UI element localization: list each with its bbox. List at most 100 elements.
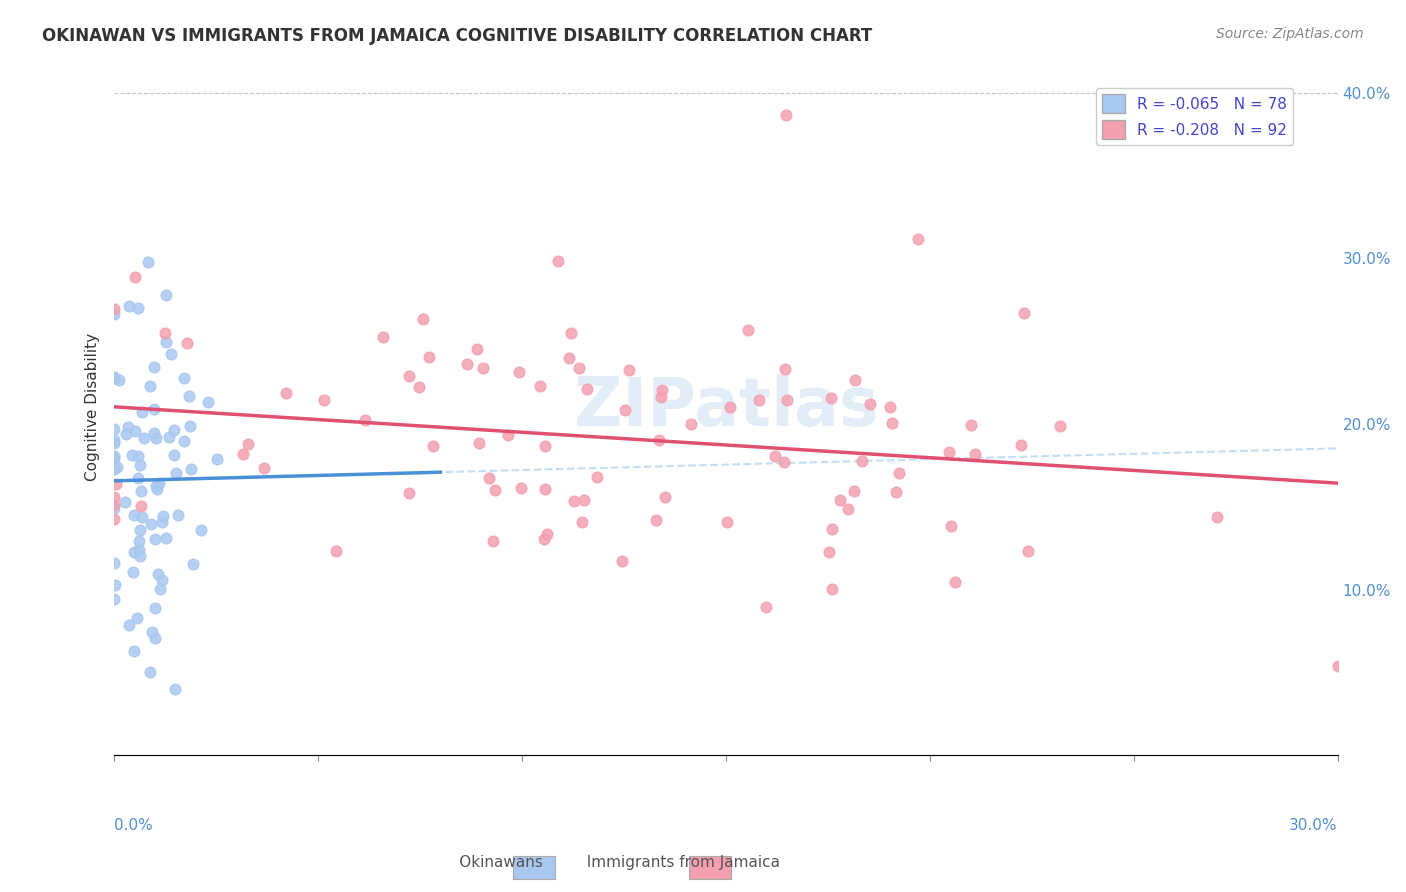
Immigrants from Jamaica xyxy=(718,401,741,415)
Immigrants from Jamaica xyxy=(482,534,505,549)
Immigrants from Jamaica xyxy=(508,365,530,379)
Immigrants from Jamaica xyxy=(533,533,555,547)
Immigrants from Jamaica xyxy=(529,379,551,393)
Okinawans xyxy=(103,556,125,570)
Okinawans xyxy=(121,565,143,579)
Okinawans xyxy=(103,451,125,466)
Okinawans xyxy=(138,665,160,679)
Immigrants from Jamaica xyxy=(558,351,581,365)
Okinawans xyxy=(143,402,166,417)
Okinawans xyxy=(177,388,200,402)
Immigrants from Jamaica xyxy=(939,518,962,533)
Immigrants from Jamaica xyxy=(585,470,607,484)
Okinawans xyxy=(166,508,188,522)
Immigrants from Jamaica xyxy=(844,373,866,387)
Okinawans xyxy=(114,495,136,509)
Immigrants from Jamaica xyxy=(472,361,495,376)
Okinawans xyxy=(136,255,159,269)
Immigrants from Jamaica xyxy=(679,417,702,432)
Immigrants from Jamaica xyxy=(1017,544,1039,558)
Okinawans xyxy=(108,373,131,387)
Okinawans xyxy=(127,611,149,625)
Okinawans xyxy=(131,405,153,419)
Immigrants from Jamaica xyxy=(124,270,146,285)
Okinawans xyxy=(143,601,166,615)
Immigrants from Jamaica xyxy=(176,336,198,351)
Okinawans xyxy=(121,448,143,462)
Immigrants from Jamaica xyxy=(820,391,842,405)
Immigrants from Jamaica xyxy=(325,544,347,558)
Immigrants from Jamaica xyxy=(879,400,901,414)
Okinawans xyxy=(173,371,195,385)
Okinawans xyxy=(152,508,174,523)
Okinawans xyxy=(128,549,150,563)
Okinawans xyxy=(139,516,162,531)
Immigrants from Jamaica xyxy=(560,326,582,340)
Legend: R = -0.065   N = 78, R = -0.208   N = 92: R = -0.065 N = 78, R = -0.208 N = 92 xyxy=(1097,88,1294,145)
Immigrants from Jamaica xyxy=(889,466,911,480)
Immigrants from Jamaica xyxy=(737,323,759,337)
Okinawans xyxy=(115,426,138,441)
Immigrants from Jamaica xyxy=(104,476,127,491)
Immigrants from Jamaica xyxy=(238,437,260,451)
Immigrants from Jamaica xyxy=(880,416,903,430)
Okinawans xyxy=(127,471,149,485)
Okinawans xyxy=(128,523,150,537)
Immigrants from Jamaica xyxy=(484,483,506,498)
Okinawans xyxy=(103,436,125,450)
Okinawans xyxy=(103,462,125,476)
Immigrants from Jamaica xyxy=(650,390,672,404)
Immigrants from Jamaica xyxy=(884,485,907,500)
Okinawans xyxy=(142,426,165,441)
Okinawans xyxy=(143,632,166,646)
Immigrants from Jamaica xyxy=(907,232,929,246)
Okinawans xyxy=(173,434,195,448)
Immigrants from Jamaica xyxy=(572,492,595,507)
Immigrants from Jamaica xyxy=(748,393,770,408)
Immigrants from Jamaica xyxy=(1049,419,1071,434)
Immigrants from Jamaica xyxy=(654,491,676,505)
Immigrants from Jamaica xyxy=(412,311,434,326)
Immigrants from Jamaica xyxy=(844,483,866,498)
Text: ZIPatlas: ZIPatlas xyxy=(574,375,879,441)
Okinawans xyxy=(145,431,167,445)
Okinawans xyxy=(128,534,150,549)
Okinawans xyxy=(155,288,177,302)
Immigrants from Jamaica xyxy=(1010,438,1032,452)
Immigrants from Jamaica xyxy=(418,350,440,364)
Okinawans xyxy=(180,462,202,476)
Immigrants from Jamaica xyxy=(858,397,880,411)
Immigrants from Jamaica xyxy=(828,493,851,508)
Okinawans xyxy=(105,459,128,474)
Okinawans xyxy=(148,475,170,490)
Okinawans xyxy=(127,449,149,463)
Okinawans xyxy=(155,531,177,545)
Immigrants from Jamaica xyxy=(943,574,966,589)
Okinawans xyxy=(205,451,228,466)
Immigrants from Jamaica xyxy=(498,428,520,442)
Okinawans xyxy=(103,421,125,435)
Okinawans xyxy=(103,449,125,463)
Okinawans xyxy=(127,301,149,315)
Okinawans xyxy=(103,433,125,447)
Immigrants from Jamaica xyxy=(851,454,873,468)
Immigrants from Jamaica xyxy=(456,357,478,371)
Okinawans xyxy=(190,523,212,537)
Immigrants from Jamaica xyxy=(818,545,841,559)
Okinawans xyxy=(131,510,153,524)
Immigrants from Jamaica xyxy=(547,253,569,268)
Immigrants from Jamaica xyxy=(837,502,859,516)
Immigrants from Jamaica xyxy=(398,368,420,383)
Okinawans xyxy=(146,482,169,496)
Okinawans xyxy=(165,466,187,480)
Text: Okinawans         Immigrants from Jamaica: Okinawans Immigrants from Jamaica xyxy=(430,855,779,870)
Okinawans xyxy=(155,335,177,350)
Immigrants from Jamaica xyxy=(232,447,254,461)
Immigrants from Jamaica xyxy=(103,498,125,512)
Immigrants from Jamaica xyxy=(465,342,488,356)
Okinawans xyxy=(117,419,139,434)
Immigrants from Jamaica xyxy=(776,393,799,408)
Immigrants from Jamaica xyxy=(467,435,489,450)
Okinawans xyxy=(103,308,125,322)
Okinawans xyxy=(139,379,162,393)
